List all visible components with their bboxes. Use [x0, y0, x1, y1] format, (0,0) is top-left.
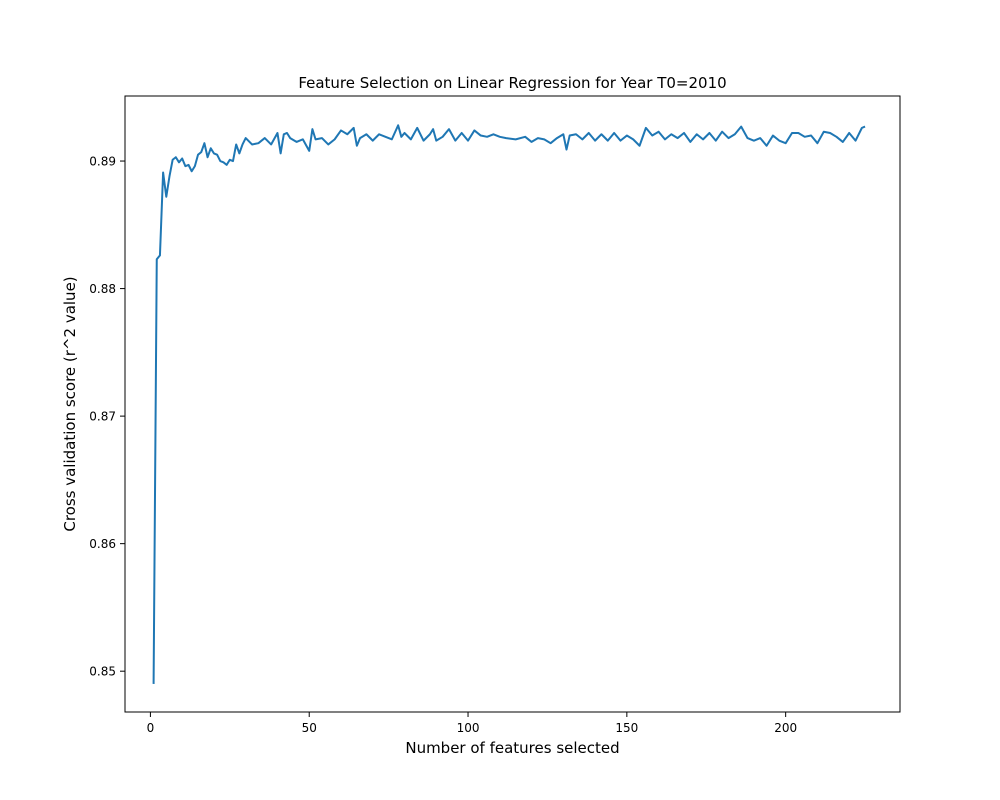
y-axis-label: Cross validation score (r^2 value)	[61, 276, 79, 531]
y-tick-label: 0.88	[89, 282, 116, 296]
x-tick-label: 100	[457, 721, 480, 735]
y-tick-label: 0.85	[89, 665, 116, 679]
plot-area	[124, 95, 901, 713]
axis-ticks: 0 50 100 150 200 0.85 0.86 0.87 0.88 0.89	[89, 155, 797, 735]
x-tick-label: 50	[302, 721, 317, 735]
axes-frame	[124, 95, 901, 713]
x-tick-label: 150	[615, 721, 638, 735]
y-tick-label: 0.87	[89, 410, 116, 424]
series-line-0	[152, 124, 866, 684]
x-tick-label: 200	[774, 721, 797, 735]
x-tick-label: 0	[147, 721, 155, 735]
chart-title: Feature Selection on Linear Regression f…	[298, 74, 726, 92]
y-tick-label: 0.86	[89, 537, 116, 551]
x-axis-label: Number of features selected	[405, 739, 619, 757]
y-tick-label: 0.89	[89, 155, 116, 169]
